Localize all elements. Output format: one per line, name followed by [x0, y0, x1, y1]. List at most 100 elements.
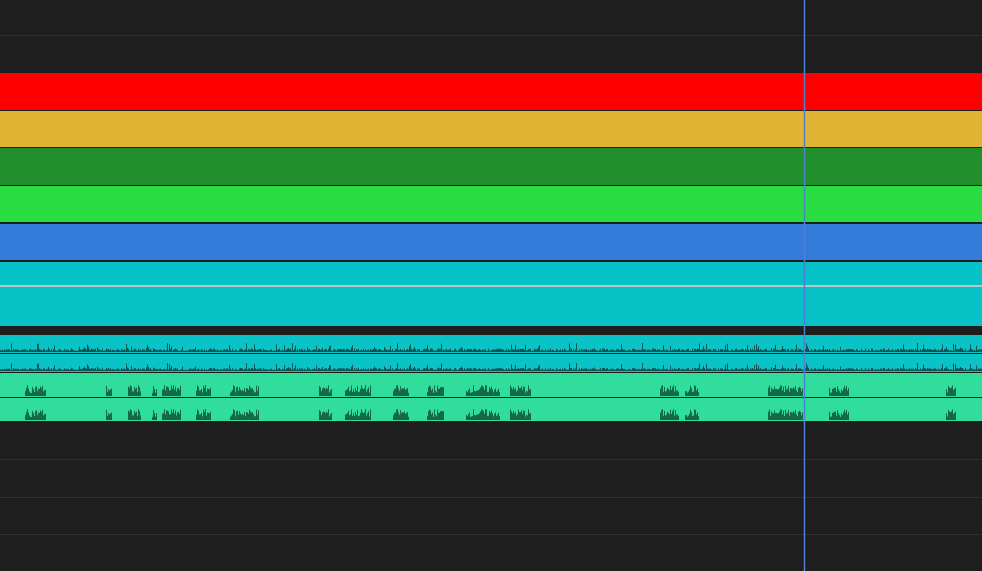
waveform-bar: [376, 349, 377, 352]
waveform-bar: [751, 369, 752, 371]
waveform-bar: [291, 369, 292, 371]
waveform-bar: [32, 369, 33, 371]
waveform-bar: [174, 389, 175, 396]
waveform-bar: [543, 369, 544, 371]
waveform-bar: [204, 387, 205, 396]
waveform-bar: [744, 350, 745, 352]
waveform-bar: [674, 391, 675, 396]
video-clip[interactable]: [0, 111, 982, 147]
waveform-bar: [304, 368, 305, 371]
video-clip[interactable]: [0, 186, 982, 222]
waveform-bar: [844, 369, 845, 371]
waveform-bar: [510, 385, 511, 396]
waveform-bar: [237, 386, 238, 396]
waveform-bar: [899, 350, 900, 352]
waveform-bar: [716, 350, 717, 352]
waveform-bar: [156, 389, 157, 396]
waveform-bar: [525, 392, 526, 396]
waveform-bar: [82, 349, 83, 352]
waveform-bar: [527, 350, 528, 352]
waveform-bar: [784, 349, 785, 352]
waveform-bar: [436, 369, 437, 371]
waveform-bar: [130, 409, 131, 420]
waveform-bar: [697, 388, 698, 396]
waveform-bar: [670, 385, 671, 396]
waveform-bar: [331, 350, 332, 352]
waveform-bar: [841, 350, 842, 352]
waveform-bar: [801, 369, 802, 371]
waveform-bar: [202, 416, 203, 420]
waveform-bar: [369, 392, 370, 396]
video-clip[interactable]: [0, 287, 982, 326]
waveform-bar: [780, 350, 781, 352]
waveform-bar: [828, 350, 829, 352]
waveform-bar: [248, 368, 249, 371]
waveform-bar: [860, 370, 861, 371]
waveform-bar: [201, 412, 202, 420]
waveform-bar: [781, 368, 782, 371]
waveform-bar: [741, 368, 742, 371]
waveform-bar: [87, 344, 88, 352]
waveform-bar: [943, 369, 944, 371]
waveform-bar: [843, 388, 844, 396]
waveform-bar: [306, 350, 307, 352]
video-clip[interactable]: [0, 73, 982, 110]
waveform-bar: [888, 367, 889, 371]
waveform-bar: [671, 413, 672, 420]
waveform-bar: [363, 349, 364, 352]
waveform-bar: [40, 410, 41, 420]
waveform-bar: [778, 349, 779, 352]
waveform-bar: [538, 346, 539, 352]
waveform-bar: [682, 349, 683, 352]
waveform-bar: [477, 369, 478, 371]
waveform-bar: [696, 349, 697, 352]
waveform-bar: [165, 390, 166, 396]
waveform-bar: [956, 348, 957, 352]
waveform-bar: [367, 350, 368, 352]
waveform-bar: [443, 349, 444, 352]
waveform-bar: [590, 349, 591, 352]
waveform-bar: [96, 350, 97, 352]
waveform-bar: [120, 350, 121, 352]
waveform-bar: [187, 350, 188, 352]
waveform-bar: [757, 349, 758, 352]
waveform-bar: [582, 349, 583, 352]
waveform-bar: [465, 350, 466, 352]
waveform-bar: [834, 387, 835, 396]
waveform-bar: [813, 369, 814, 371]
waveform-bar: [461, 347, 462, 352]
waveform-bar: [781, 385, 782, 396]
audio-clip[interactable]: [0, 398, 982, 421]
waveform-bar: [376, 368, 377, 371]
waveform-bar: [859, 350, 860, 352]
waveform-bar: [200, 350, 201, 352]
video-clip[interactable]: [0, 224, 982, 260]
waveform-bar: [476, 349, 477, 352]
waveform-bar: [605, 349, 606, 352]
waveform-bar: [193, 368, 194, 371]
waveform-bar: [653, 367, 654, 371]
waveform-bar: [690, 385, 691, 396]
waveform-bar: [42, 369, 43, 371]
waveform-bar: [286, 349, 287, 352]
waveform-bar: [706, 343, 707, 352]
waveform-bar: [354, 391, 355, 396]
waveform-bar: [389, 368, 390, 371]
waveform-bar: [108, 389, 109, 396]
waveform-bar: [805, 368, 806, 371]
waveform-bar: [432, 388, 433, 396]
waveform-bar: [481, 409, 482, 420]
waveform-bar: [952, 409, 953, 420]
waveform-bar: [127, 367, 128, 371]
waveform-bar: [673, 409, 674, 420]
waveform-bar: [390, 345, 391, 352]
audio-clip[interactable]: [0, 335, 982, 353]
waveform-bar: [264, 349, 265, 352]
waveform-bar: [953, 414, 954, 420]
video-clip[interactable]: [0, 148, 982, 185]
waveform-bar: [50, 350, 51, 352]
waveform-bar: [248, 413, 249, 420]
waveform-bar: [230, 392, 231, 396]
video-clip[interactable]: [0, 262, 982, 285]
audio-clip[interactable]: [0, 354, 982, 372]
